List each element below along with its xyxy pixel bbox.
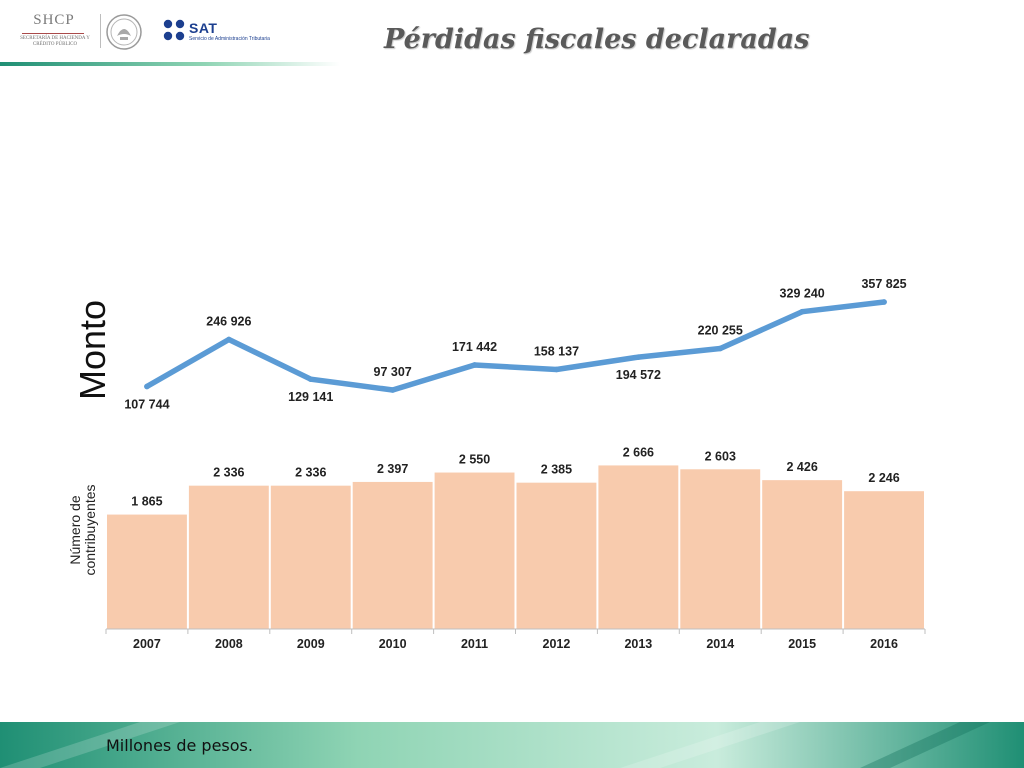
line-data-label: 194 572 [616,368,661,382]
line-series-monto [144,299,887,393]
footer-green-band [0,722,1024,768]
line-data-label: 220 255 [698,323,743,337]
x-tick-label: 2016 [870,637,898,651]
sat-logo-text: SAT [189,20,218,36]
bar-data-label: 2 550 [459,453,490,467]
x-tick-label: 2009 [297,637,325,651]
line-data-label: 357 825 [861,277,906,291]
x-tick-label: 2011 [461,637,488,651]
bar-2016 [844,491,924,629]
bar-data-label: 2 246 [868,471,899,485]
line-point [717,345,724,352]
x-tick-label: 2013 [624,637,652,651]
bar-data-label: 2 385 [541,463,572,477]
x-tick-label: 2010 [379,637,407,651]
line-point [226,336,232,343]
line-point [144,383,150,390]
shcp-logo-subtitle: SECRETARÍA DE HACIENDA Y CRÉDITO PÚBLICO [20,36,90,47]
bar-chart: 1 865 2 336 2 336 2 397 2 550 2 385 2 666 2 603… [105,445,926,651]
bar-2014 [680,469,761,629]
line-data-label: 246 926 [206,314,251,328]
x-tick-label: 2012 [543,637,571,651]
footnote: Millones de pesos. [106,736,253,755]
bar-2013 [598,465,679,629]
bar-data-label: 2 397 [377,462,408,476]
line-data-label: 329 240 [780,287,825,301]
line-data-label: 129 141 [288,390,333,404]
header-green-band [0,62,340,66]
bar-2009 [270,485,351,629]
bar-2011 [434,472,515,629]
bar-y-axis-label-line: contribuyentes [82,484,98,575]
bar-data-label: 2 426 [787,460,818,474]
line-point [307,376,314,383]
bar-data-label: 2 336 [295,466,326,480]
bar-2015 [762,480,843,629]
x-tick-label: 2015 [788,637,816,651]
sat-logo-icon [163,19,185,41]
x-tick-label: 2007 [133,637,161,651]
bar-data-label: 2 666 [623,445,654,459]
line-point [471,362,478,368]
shcp-logo-text: SHCP [33,12,75,28]
line-point [389,387,396,393]
page-title: Pérdidas fiscales declaradas [384,24,810,55]
line-point [553,366,560,373]
bar-data-label: 1 865 [131,495,162,509]
line-point [881,299,887,305]
bar-2007 [107,514,187,629]
sat-logo-subtitle: Servicio de Administración Tributaria [189,36,270,42]
national-seal-icon [106,14,142,50]
bar-2010 [352,481,433,629]
bar-y-axis-label: Número decontribuyentes [67,484,98,575]
x-tick-label: 2008 [215,637,243,651]
line-point [635,354,642,360]
slide-header: SHCP SECRETARÍA DE HACIENDA Y CRÉDITO PÚ… [0,0,1024,70]
logo-divider [100,14,101,48]
bar-2008 [188,485,269,629]
shcp-logo-rule [22,33,84,34]
bar-data-label: 2 336 [213,466,244,480]
line-data-label: 158 137 [534,344,579,358]
line-data-label: 97 307 [374,365,412,379]
line-data-label: 171 442 [452,340,497,354]
line-data-label: 107 744 [124,397,169,411]
line-point [799,308,805,315]
x-tick-label: 2014 [706,637,734,651]
bar-data-label: 2 603 [705,449,736,463]
bar-y-axis-label-line: Número de [67,495,83,564]
line-y-axis-label: Monto [72,300,113,400]
line-chart: 107 744 246 926 129 141 97 307 171 442 158 13… [124,277,906,411]
bar-2012 [516,482,597,629]
